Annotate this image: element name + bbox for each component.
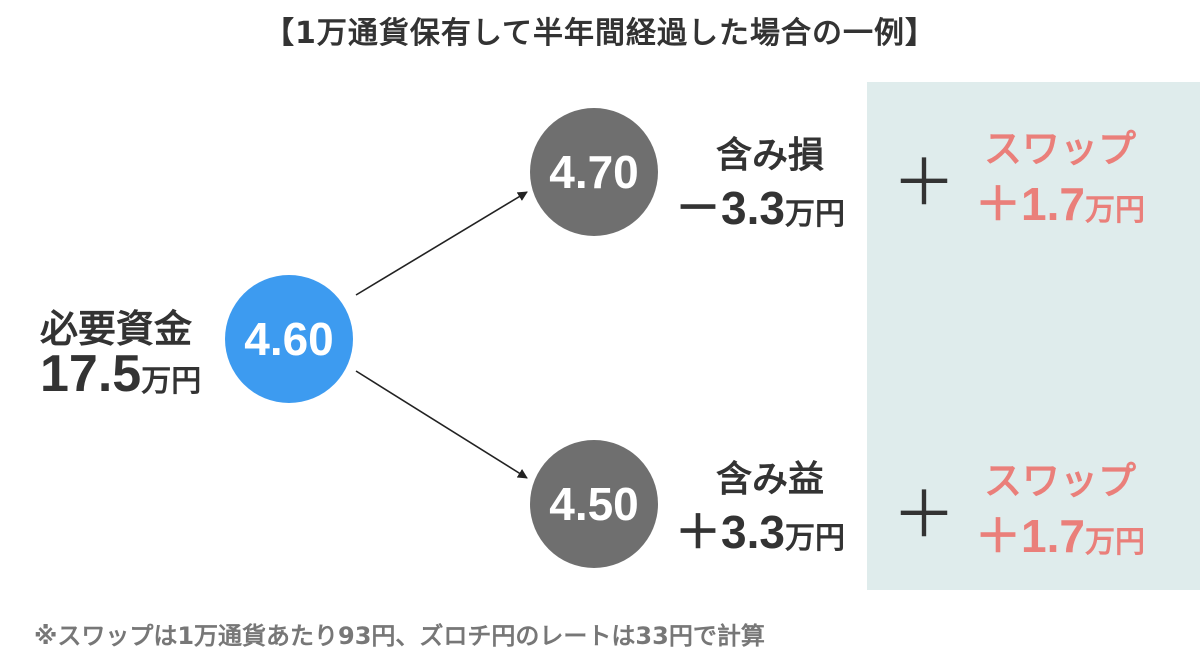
footnote: ※スワップは1万通貨あたり93円、ズロチ円のレートは33円で計算: [34, 622, 765, 650]
unrealized-loss-value: －3.3: [675, 182, 785, 234]
unrealized-gain-value: ＋3.3: [675, 506, 785, 558]
swap-label-bottom: スワップ: [983, 459, 1136, 503]
rate-down-circle: 4.50: [530, 440, 658, 568]
swap-label-top: スワップ: [983, 127, 1136, 171]
unrealized-loss-label: 含み損: [715, 135, 824, 176]
swap-value-bottom: ＋1.7: [975, 510, 1085, 562]
unrealized-loss-amount: －3.3万円: [650, 172, 870, 238]
unrealized-gain-unit: 万円: [784, 521, 845, 556]
required-fund-amount: 17.5万円: [40, 344, 201, 404]
plus-sign-top: ＋: [892, 147, 956, 221]
swap-unit-top: 万円: [1084, 193, 1145, 228]
swap-value-top: ＋1.7: [975, 178, 1085, 230]
plus-sign-bottom: ＋: [892, 479, 956, 553]
required-fund-value: 17.5: [40, 345, 142, 403]
required-fund-unit: 万円: [141, 364, 202, 399]
swap-amount-top: ＋1.7万円: [950, 168, 1170, 234]
unrealized-gain-amount: ＋3.3万円: [650, 496, 870, 562]
arrow-up: [355, 191, 528, 296]
rate-up-circle: 4.70: [530, 108, 658, 236]
start-rate-circle: 4.60: [225, 275, 353, 403]
required-fund-label: 必要資金: [40, 307, 193, 351]
swap-unit-bottom: 万円: [1084, 525, 1145, 560]
diagram-title: 【1万通貨保有して半年間経過した場合の一例】: [264, 16, 936, 51]
unrealized-gain-label: 含み益: [715, 459, 824, 500]
swap-amount-bottom: ＋1.7万円: [950, 500, 1170, 566]
arrow-down: [355, 370, 528, 479]
unrealized-loss-unit: 万円: [784, 197, 845, 232]
swap-panel: [867, 82, 1200, 590]
